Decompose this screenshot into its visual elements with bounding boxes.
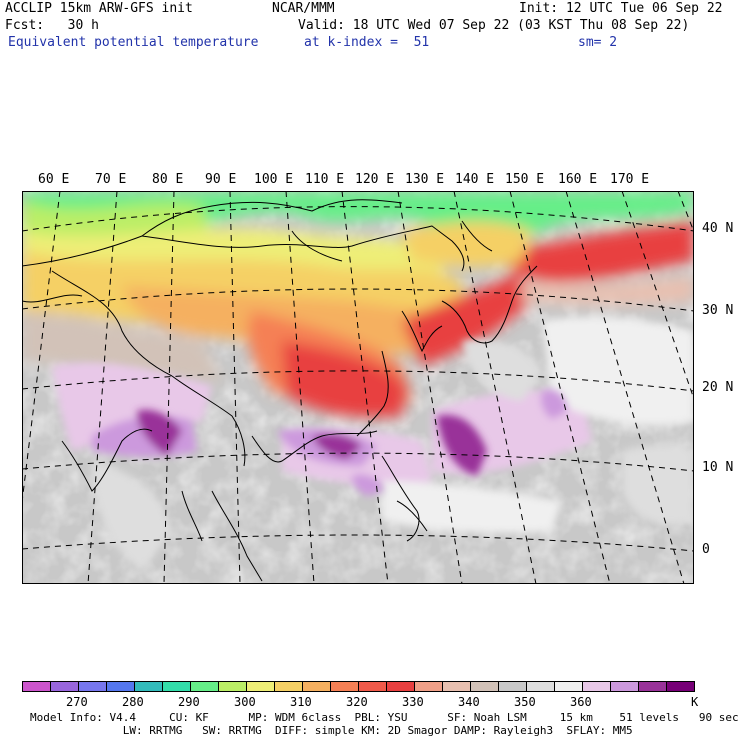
footer-model-info: Model Info: V4.4 CU: KF MP: WDM 6class P… [30,711,739,724]
latitude-label: 10 N [702,460,734,475]
colorbar-swatch [134,681,163,692]
latitude-label: 0 [702,542,710,557]
smoothing: sm= 2 [578,35,618,50]
colorbar-swatch [666,681,695,692]
colorbar-swatch [330,681,359,692]
longitude-label: 140 E [455,172,495,187]
title-model: ACCLIP 15km ARW-GFS init [5,1,193,16]
latitude-label: 30 N [702,303,734,318]
colorbar-swatch [358,681,387,692]
latitude-label: 40 N [702,221,734,236]
colorbar-label: 320 [346,695,368,709]
colorbar-swatch [442,681,471,692]
colorbar-swatch [386,681,415,692]
colorbar-swatch [22,681,51,692]
colorbar-swatch [190,681,219,692]
field-bands [22,191,694,418]
colorbar-label: 310 [290,695,312,709]
colorbar-swatch [638,681,667,692]
longitude-label: 130 E [405,172,445,187]
colorbar-swatch [78,681,107,692]
colorbar-label: 270 [66,695,88,709]
colorbar-swatch [610,681,639,692]
longitude-label: 110 E [305,172,345,187]
colorbar-swatch [414,681,443,692]
longitude-label: 100 E [254,172,294,187]
valid-time: Valid: 18 UTC Wed 07 Sep 22 (03 KST Thu … [298,18,690,33]
colorbar-label: 300 [234,695,256,709]
longitude-label: 70 E [95,172,127,187]
footer-physics-info: LW: RRTMG SW: RRTMG DIFF: simple KM: 2D … [30,724,633,737]
forecast-hour: Fcst: 30 h [5,18,99,33]
longitude-label: 60 E [38,172,70,187]
colorbar-label: 360 [570,695,592,709]
coastlines [22,199,538,582]
k-index: at k-index = 51 [304,35,430,50]
colorbar-swatch [498,681,527,692]
colorbar-swatch [274,681,303,692]
colorbar-swatch [246,681,275,692]
colorbar-swatch [50,681,79,692]
colorbar-swatch [106,681,135,692]
longitude-label: 150 E [505,172,545,187]
colorbar-label: 330 [402,695,424,709]
longitude-label: 90 E [205,172,237,187]
longitude-label: 170 E [610,172,650,187]
theta-e-map [22,191,694,584]
colorbar-swatch [218,681,247,692]
colorbar-label: 290 [178,695,200,709]
colorbar-unit: K [691,695,699,709]
field-name: Equivalent potential temperature [8,35,259,50]
purple-cores [92,389,567,496]
colorbar-swatch [526,681,555,692]
colorbar-swatch [162,681,191,692]
colorbar-swatch [470,681,499,692]
init-time: Init: 12 UTC Tue 06 Sep 22 [519,1,723,16]
colorbar-swatch [302,681,331,692]
longitude-label: 80 E [152,172,184,187]
title-org: NCAR/MMM [272,1,335,16]
colorbar-label: 340 [458,695,480,709]
colorbar-label: 350 [514,695,536,709]
colorbar-label: 280 [122,695,144,709]
latitude-label: 20 N [702,380,734,395]
graticule [22,191,694,584]
map-frame [22,191,694,584]
longitude-label: 120 E [355,172,395,187]
colorbar-swatch [582,681,611,692]
colorbar-swatch [554,681,583,692]
longitude-label: 160 E [558,172,598,187]
